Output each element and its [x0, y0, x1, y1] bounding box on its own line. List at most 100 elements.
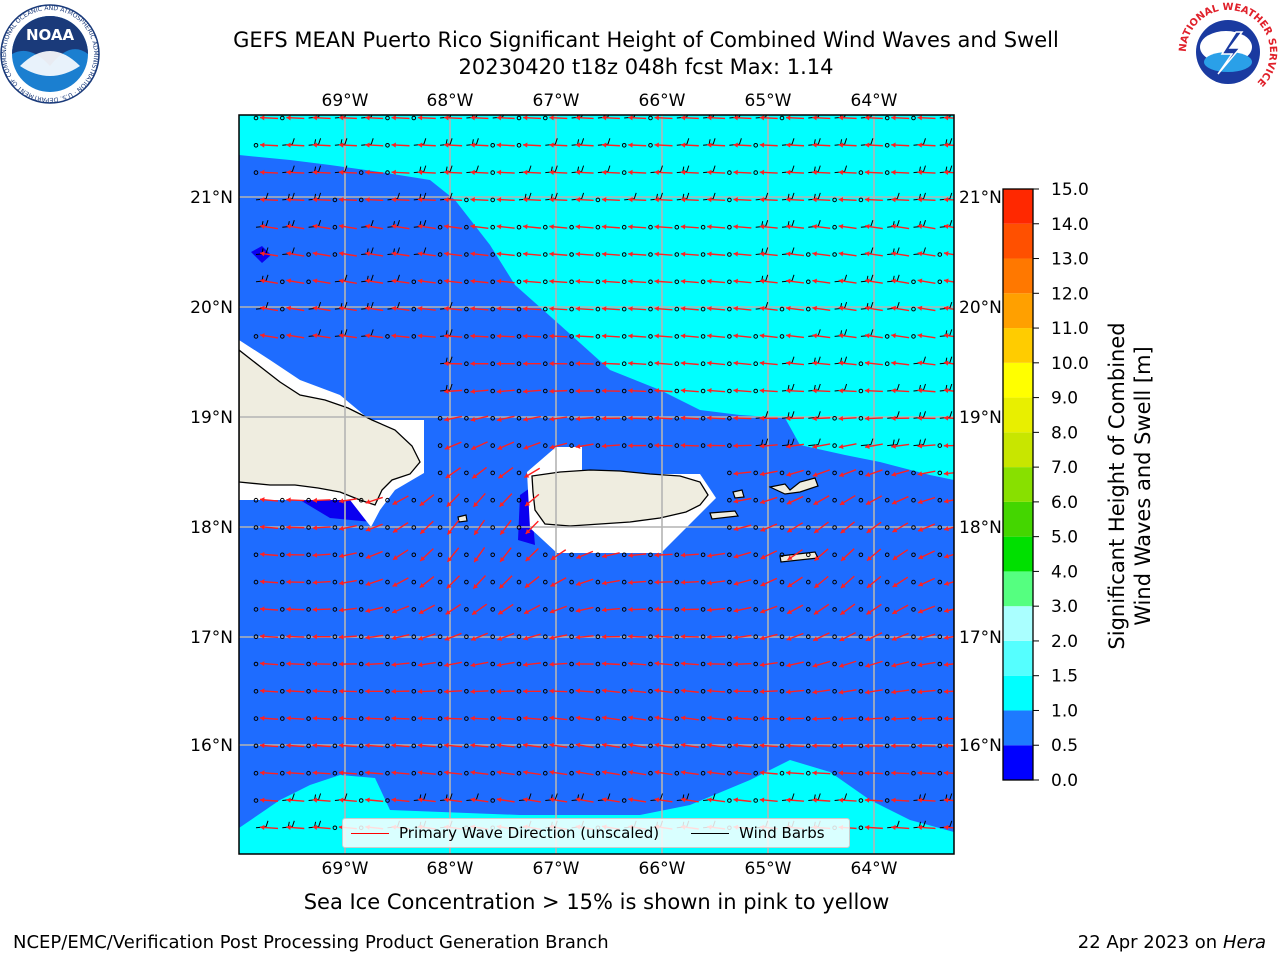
wind-barb	[911, 607, 916, 612]
wave-arrow	[338, 661, 357, 667]
wave-arrow	[549, 224, 568, 230]
wind-barb	[516, 334, 522, 339]
wind-barb	[779, 306, 785, 312]
wave-arrow	[444, 306, 463, 312]
wave-arrow	[864, 197, 883, 203]
wind-barb	[753, 689, 759, 694]
wind-barb	[911, 552, 916, 558]
wave-arrow	[286, 524, 305, 530]
wind-barb	[727, 552, 732, 558]
wave-arrow	[338, 688, 357, 694]
wave-arrow	[338, 498, 357, 504]
lat-label-right: 18°N	[959, 518, 1002, 538]
wave-arrow	[391, 223, 410, 230]
wind-barb	[490, 770, 496, 776]
wind-barb	[779, 334, 785, 339]
wind-barb	[385, 798, 390, 803]
wave-arrow	[733, 388, 752, 394]
wave-arrow	[496, 115, 515, 121]
wind-barb	[832, 443, 837, 448]
wind-barb	[808, 411, 821, 419]
wave-arrow	[812, 469, 831, 477]
wind-barb	[832, 224, 837, 230]
wind-barb	[911, 579, 916, 585]
wind-barb	[832, 607, 837, 612]
wave-arrow	[733, 497, 752, 504]
wave-arrow	[259, 797, 279, 803]
wave-arrow	[891, 169, 910, 175]
wind-barb	[595, 443, 601, 448]
wind-barb	[280, 579, 285, 585]
colorbar-segment	[1003, 571, 1033, 607]
wave-arrow	[338, 715, 357, 721]
wave-arrow	[522, 251, 542, 257]
wind-barb	[569, 224, 574, 230]
wind-barb	[516, 689, 522, 694]
wave-arrow	[786, 661, 804, 668]
wave-arrow	[812, 278, 831, 284]
wave-arrow	[444, 278, 463, 284]
wind-barb	[569, 306, 574, 312]
wind-barb	[674, 579, 680, 585]
wind-barb	[332, 197, 338, 203]
wind-barb	[543, 443, 548, 448]
wind-barb	[437, 470, 443, 476]
wave-arrow	[707, 224, 726, 230]
wind-barb	[727, 579, 732, 585]
wave-arrow	[365, 278, 384, 284]
wave-arrow	[680, 142, 699, 148]
wave-arrow	[259, 497, 279, 503]
wave-arrow	[601, 634, 620, 640]
wind-barb	[385, 552, 390, 558]
wind-barb	[411, 770, 417, 776]
wind-barb	[621, 416, 627, 421]
wind-barb	[806, 306, 811, 312]
wind-barb	[332, 770, 338, 776]
wave-arrow	[523, 441, 541, 450]
wave-arrow	[785, 115, 805, 121]
wave-arrow	[864, 333, 883, 339]
wave-arrow	[496, 361, 515, 367]
footer-date-text: 22 Apr 2023 on	[1077, 932, 1223, 953]
wind-barb	[700, 661, 706, 667]
wave-arrow	[259, 770, 279, 776]
wave-arrow	[733, 333, 752, 339]
footer-credit: NCEP/EMC/Verification Post Processing Pr…	[13, 932, 609, 953]
wave-arrow	[865, 495, 883, 506]
wind-barb	[464, 334, 469, 339]
wave-arrow	[417, 223, 436, 230]
wind-barb	[490, 388, 496, 394]
wave-arrow	[787, 549, 803, 561]
lon-label-bottom: 66°W	[639, 859, 686, 879]
wave-arrow	[365, 661, 384, 667]
wave-arrow	[838, 770, 857, 776]
wind-barb	[253, 743, 259, 749]
wind-barb	[490, 361, 496, 367]
puerto-rico-land	[531, 469, 709, 527]
wind-barb	[727, 525, 732, 530]
wave-arrow	[917, 169, 936, 175]
wave-arrow	[286, 824, 305, 831]
wave-arrow	[391, 278, 410, 284]
wave-arrow	[338, 305, 357, 312]
wave-arrow	[628, 169, 647, 175]
wave-arrow	[918, 577, 935, 587]
wave-arrow	[759, 197, 778, 203]
wave-arrow	[496, 769, 515, 776]
wave-arrow	[628, 443, 647, 449]
wind-barb	[911, 634, 916, 640]
wave-arrow	[522, 388, 542, 394]
wave-arrow	[338, 607, 357, 613]
wave-arrow	[654, 388, 673, 394]
wave-arrow	[917, 605, 936, 614]
wave-arrow	[312, 579, 331, 585]
wave-arrow	[338, 525, 357, 531]
wave-arrow	[417, 142, 436, 148]
wind-barb	[674, 252, 680, 257]
wind-barb	[911, 115, 916, 121]
wave-arrow	[392, 577, 409, 587]
wind-barb	[569, 661, 574, 667]
wave-arrow	[943, 498, 954, 504]
wind-barb	[937, 716, 943, 721]
wave-arrow	[338, 552, 357, 559]
